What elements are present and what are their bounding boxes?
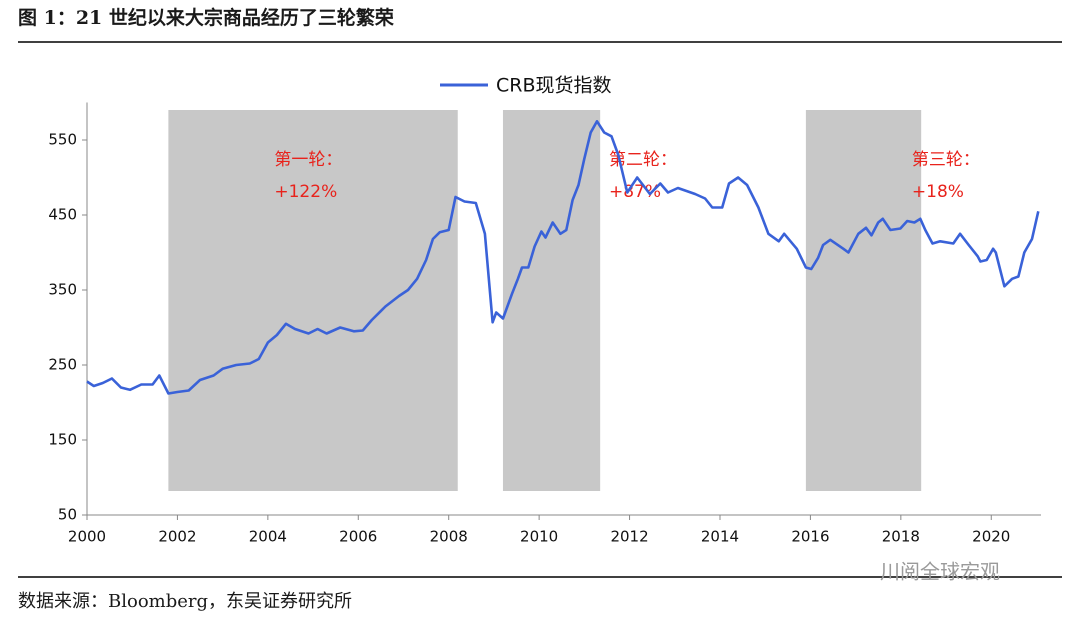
y-tick-label: 450 — [48, 206, 77, 224]
x-tick-label: 2016 — [791, 528, 829, 546]
y-tick-label: 350 — [48, 281, 77, 299]
period-change: +87% — [609, 182, 661, 202]
x-tick-label: 2012 — [610, 528, 648, 546]
y-tick-label: 250 — [48, 356, 77, 374]
x-tick-label: 2002 — [158, 528, 196, 546]
line — [86, 120, 1040, 395]
y-tick-label: 150 — [48, 431, 77, 449]
x-tick-label: 2020 — [972, 528, 1010, 546]
period-change: +122% — [274, 182, 337, 202]
period-label: 第一轮： — [274, 150, 342, 170]
watermark: 川阅全球宏观 — [880, 560, 1000, 584]
legend-label: CRB现货指数 — [496, 75, 612, 97]
source: 数据来源：Bloomberg，东吴证券研究所 — [18, 591, 352, 612]
period-label: 第二轮： — [609, 150, 677, 170]
x-tick-label: 2008 — [430, 528, 468, 546]
period-label: 第三轮： — [912, 150, 980, 170]
x-tick-label: 2010 — [520, 528, 558, 546]
x-tick-label: 2000 — [68, 528, 106, 546]
chart-title: 图 1：21 世纪以来大宗商品经历了三轮繁荣 — [18, 6, 394, 29]
period-change: +18% — [912, 182, 964, 202]
x-tick-label: 2018 — [882, 528, 920, 546]
y-tick-label: 50 — [58, 506, 77, 524]
period-shade — [805, 110, 922, 491]
y-tick-label: 550 — [48, 131, 77, 149]
x-tick-label: 2004 — [249, 528, 287, 546]
x-tick-label: 2014 — [701, 528, 739, 546]
x-tick-label: 2006 — [339, 528, 377, 546]
period-shade — [502, 110, 601, 491]
period-shade — [168, 110, 458, 491]
